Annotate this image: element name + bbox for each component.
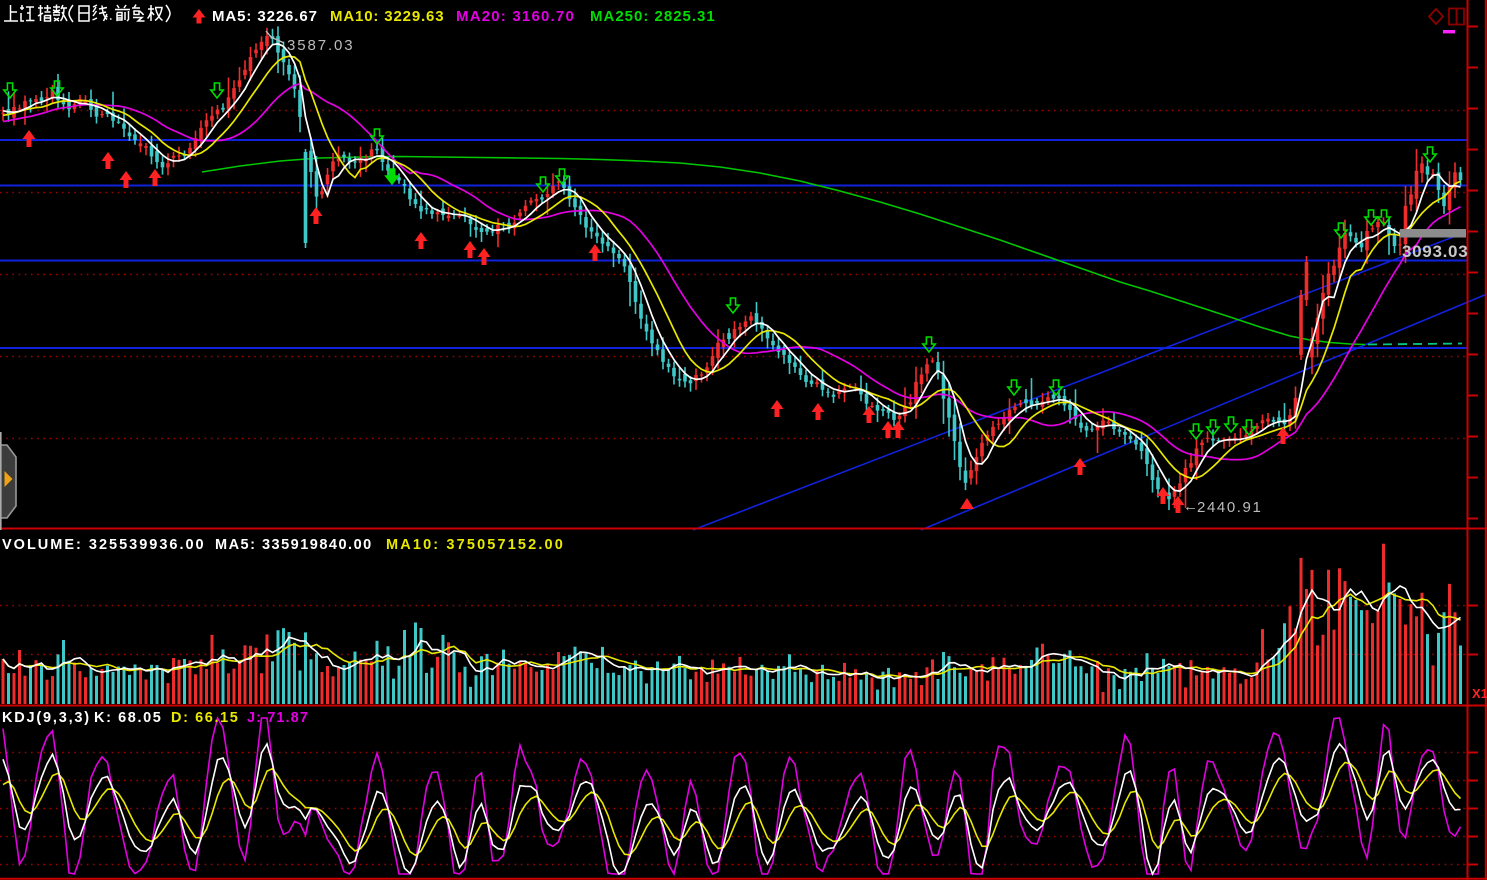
svg-text:KDJ(9,3,3): KDJ(9,3,3) [2, 710, 91, 726]
svg-text:MA10: 375057152.00: MA10: 375057152.00 [386, 537, 565, 553]
svg-text:2440.91: 2440.91 [1197, 499, 1262, 516]
svg-text:VOLUME: 325539936.00: VOLUME: 325539936.00 [2, 537, 206, 553]
svg-text:J: 71.87: J: 71.87 [247, 710, 309, 726]
svg-text:MA10: 3229.63: MA10: 3229.63 [330, 8, 444, 25]
svg-text:K: 68.05: K: 68.05 [94, 710, 162, 726]
svg-text:MA20: 3160.70: MA20: 3160.70 [456, 8, 575, 25]
svg-text:X1: X1 [1472, 686, 1487, 701]
svg-text:MA5: 3226.67: MA5: 3226.67 [212, 8, 318, 25]
svg-text:←: ← [1183, 498, 1198, 515]
svg-text:MA5: 335919840.00: MA5: 335919840.00 [215, 537, 373, 553]
svg-text:D: 66.15: D: 66.15 [171, 710, 239, 726]
svg-text:MA250: 2825.31: MA250: 2825.31 [590, 8, 716, 25]
svg-text:3587.03: 3587.03 [287, 37, 355, 54]
svg-text:3093.03: 3093.03 [1402, 242, 1468, 261]
